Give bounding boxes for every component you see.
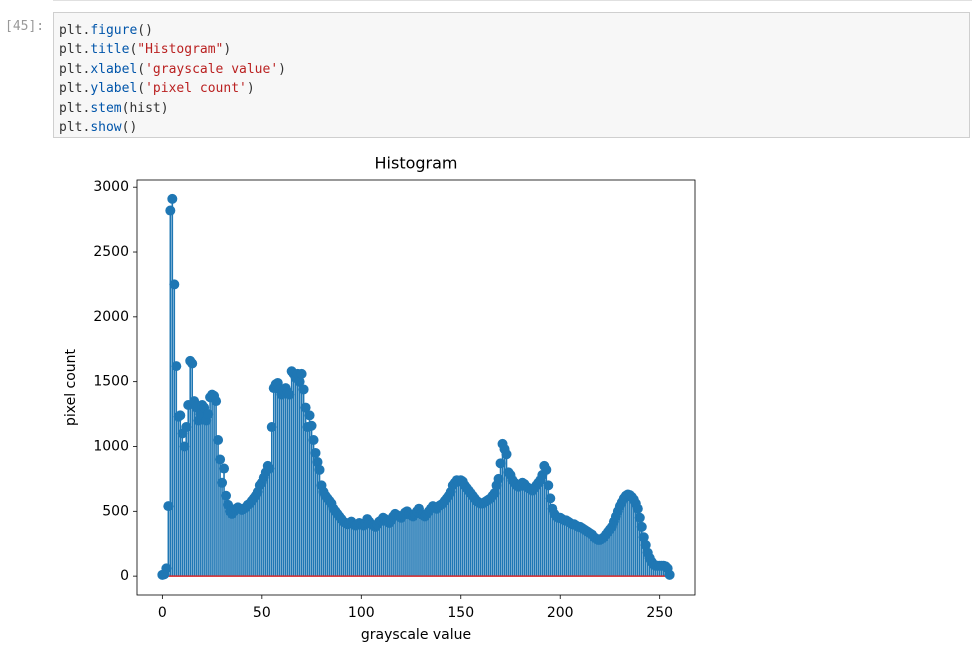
x-tick-label: 150	[447, 605, 474, 621]
stem-marker	[181, 422, 192, 433]
stem-marker	[296, 368, 307, 379]
stem-marker	[312, 457, 323, 468]
stem-marker	[215, 454, 226, 465]
y-axis-label: pixel count	[63, 348, 79, 426]
stem-marker	[304, 410, 315, 421]
stem-marker	[167, 193, 178, 204]
y-tick-label: 2500	[93, 244, 129, 260]
stem-marker	[541, 464, 552, 475]
stem-marker	[636, 521, 647, 532]
stem-marker	[501, 449, 512, 460]
stem-marker	[634, 512, 645, 523]
code-line: plt.xlabel('grayscale value')	[59, 61, 286, 77]
chart-title: Histogram	[375, 154, 458, 173]
stem-marker	[314, 464, 325, 475]
stem-marker	[175, 410, 186, 421]
x-tick-label: 0	[158, 605, 167, 621]
stem-marker	[493, 473, 504, 484]
x-tick-label: 50	[253, 605, 271, 621]
y-tick-label: 1000	[93, 438, 129, 454]
stem-marker	[543, 480, 554, 491]
x-tick-label: 100	[348, 605, 375, 621]
code-line: plt.ylabel('pixel count')	[59, 81, 255, 97]
stem-marker	[179, 441, 190, 452]
stem-marker	[308, 435, 319, 446]
stem-marker	[306, 420, 317, 431]
stem-marker	[171, 361, 182, 372]
stem-marker	[664, 569, 675, 580]
stem-marker	[163, 501, 174, 512]
stem-marker	[169, 279, 180, 290]
stem-marker	[264, 463, 275, 474]
stem-marker	[217, 477, 228, 488]
stem-marker	[211, 396, 222, 407]
stem-marker	[219, 463, 230, 474]
top-rule	[53, 0, 972, 1]
stem-marker	[300, 402, 311, 413]
code-line: plt.title("Histogram")	[59, 42, 232, 58]
stem-marker	[284, 389, 295, 400]
stem-marker	[187, 358, 198, 369]
code-line: plt.figure()	[59, 23, 153, 38]
x-axis-label: grayscale value	[361, 627, 471, 643]
stem-marker	[266, 422, 277, 433]
y-tick-label: 2000	[93, 309, 129, 325]
x-tick-label: 200	[547, 605, 574, 621]
stem-marker	[298, 384, 309, 395]
stem-marker	[294, 376, 305, 387]
code-line: plt.show()	[59, 119, 138, 135]
y-tick-label: 1500	[93, 374, 129, 390]
y-tick-label: 0	[120, 568, 129, 584]
stem-marker	[632, 503, 643, 514]
stem-marker	[221, 490, 232, 501]
stem-marker	[638, 532, 649, 543]
y-tick-label: 3000	[93, 179, 129, 195]
y-tick-label: 500	[102, 503, 129, 519]
stem-marker	[495, 458, 506, 469]
code-line: plt.stem(hist)	[59, 100, 169, 116]
x-tick-label: 250	[646, 605, 673, 621]
stem-marker	[310, 447, 321, 458]
plot-frame	[136, 179, 696, 596]
cell-prompt: [45]:	[5, 19, 45, 34]
stem-marker	[545, 493, 556, 504]
stem-marker	[203, 409, 214, 420]
stem-marker	[640, 540, 651, 551]
stem-marker	[161, 563, 172, 574]
code-cell[interactable]: plt.figure() plt.title("Histogram") plt.xl…	[53, 12, 970, 138]
stem-marker	[489, 488, 500, 499]
stem-marker	[213, 435, 224, 446]
stem-marker	[165, 205, 176, 216]
